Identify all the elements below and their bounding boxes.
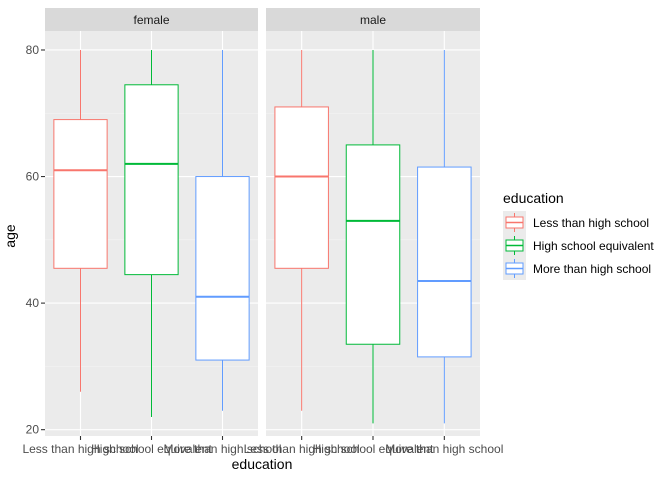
x-axis-title: education bbox=[232, 456, 293, 472]
strip-label-female: female bbox=[133, 13, 169, 27]
x-tick-label: More than high school bbox=[163, 442, 281, 456]
legend-title: education bbox=[503, 190, 564, 206]
facet-panels: female male bbox=[45, 8, 480, 436]
legend-label: More than high school bbox=[533, 262, 651, 276]
strip-male bbox=[266, 8, 480, 31]
box-iqr bbox=[124, 84, 179, 276]
legend-item-3: More than high school bbox=[503, 257, 651, 280]
legend-label: High school equivalent bbox=[533, 239, 654, 253]
y-axis-title: age bbox=[2, 224, 18, 248]
x-tick-label: High school equivalent bbox=[313, 442, 434, 456]
legend-item-1: Less than high school bbox=[503, 211, 649, 234]
x-tick-label: Less than high school bbox=[22, 442, 138, 456]
box-iqr bbox=[53, 119, 108, 269]
box-female-3 bbox=[195, 49, 250, 411]
box-iqr bbox=[417, 166, 472, 358]
box-male-2 bbox=[345, 49, 401, 424]
box-male-3 bbox=[417, 49, 472, 424]
legend: education Less than high school High scho… bbox=[503, 190, 654, 280]
box-female-2 bbox=[124, 49, 179, 418]
box-iqr bbox=[195, 176, 250, 361]
x-tick-label: High school equivalent bbox=[91, 442, 212, 456]
y-tick-label: 40 bbox=[26, 296, 40, 310]
y-tick-label: 20 bbox=[26, 423, 40, 437]
x-tick-label: Less than high school bbox=[244, 442, 360, 456]
box-iqr bbox=[274, 106, 329, 269]
x-tick-label: More than high school bbox=[385, 442, 503, 456]
y-tick-label: 80 bbox=[26, 43, 40, 57]
panel-female: female bbox=[45, 8, 258, 436]
y-tick-label: 60 bbox=[26, 170, 40, 184]
panel-male: male bbox=[266, 8, 480, 436]
strip-label-male: male bbox=[360, 13, 386, 27]
legend-label: Less than high school bbox=[533, 216, 649, 230]
legend-item-2: High school equivalent bbox=[503, 234, 654, 257]
box-female-1 bbox=[53, 49, 108, 392]
box-male-1 bbox=[274, 49, 329, 411]
strip-female bbox=[45, 8, 258, 31]
box-iqr bbox=[345, 144, 401, 345]
y-axis: 20 40 60 80 bbox=[26, 43, 45, 437]
